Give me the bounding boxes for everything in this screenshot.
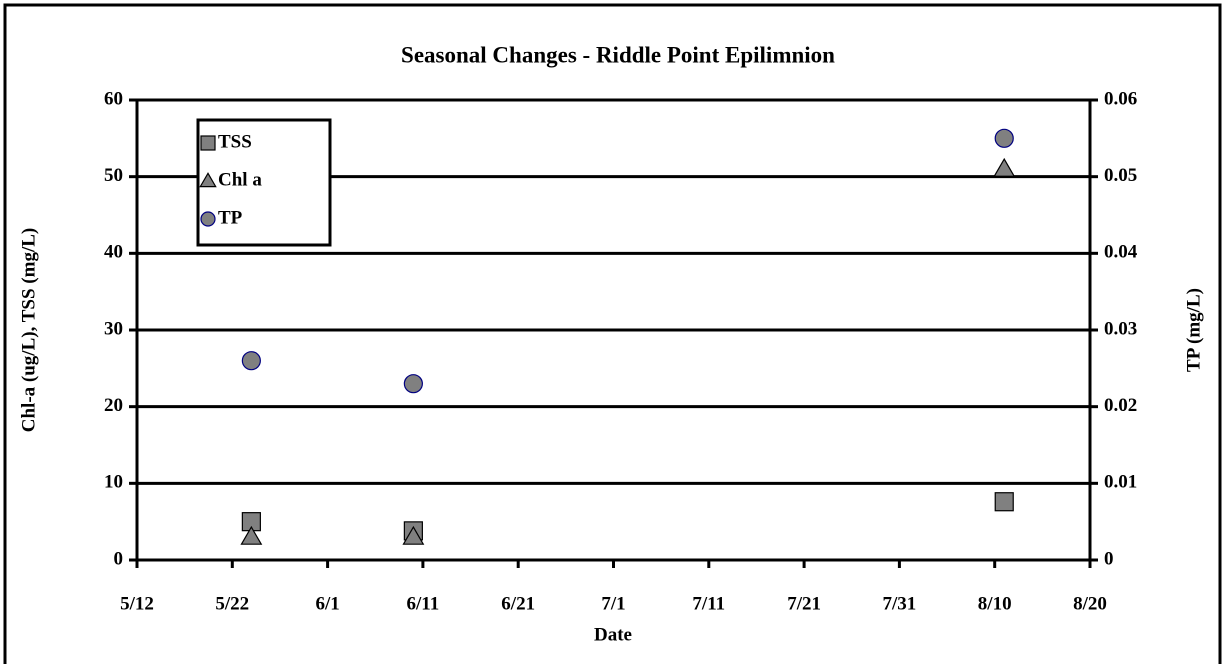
legend-label: TP <box>218 207 243 228</box>
x-tick-label: 7/11 <box>692 593 725 614</box>
y-axis-label: Chl-a (ug/L), TSS (mg/L) <box>18 228 39 432</box>
marker-triangle <box>199 172 217 188</box>
y2-tick-label: 0.05 <box>1104 165 1137 186</box>
x-tick-label: 8/20 <box>1073 593 1107 614</box>
y2-tick-label: 0 <box>1104 548 1114 569</box>
x-tick-label: 6/1 <box>315 593 339 614</box>
chart-frame <box>3 3 1222 664</box>
marker-circle <box>403 374 423 394</box>
y-tick-label: 30 <box>104 318 123 339</box>
y-tick-label: 0 <box>114 548 124 569</box>
x-tick-label: 8/10 <box>978 593 1012 614</box>
x-tick-label: 7/21 <box>787 593 821 614</box>
y2-tick-label: 0.04 <box>1104 242 1138 263</box>
x-tick-label: 6/11 <box>407 593 440 614</box>
y2-tick-label: 0.03 <box>1104 318 1137 339</box>
y2-tick-label: 0.01 <box>1104 472 1137 493</box>
x-tick-label: 7/31 <box>883 593 917 614</box>
legend-label: Chl a <box>218 169 262 190</box>
x-axis-label: Date <box>594 624 632 645</box>
y-tick-label: 10 <box>104 472 123 493</box>
x-tick-label: 5/22 <box>215 593 249 614</box>
x-tick-label: 7/1 <box>601 593 625 614</box>
y2-tick-label: 0.02 <box>1104 395 1137 416</box>
x-tick-label: 5/12 <box>120 593 154 614</box>
y-tick-label: 50 <box>104 165 123 186</box>
legend-box <box>196 118 332 247</box>
marker-triangle <box>993 157 1016 177</box>
marker-circle <box>200 211 216 227</box>
marker-square <box>200 135 216 151</box>
legend-label: TSS <box>218 131 252 152</box>
marker-circle <box>994 128 1014 148</box>
y-tick-label: 60 <box>104 88 123 109</box>
marker-triangle <box>240 525 263 545</box>
marker-circle <box>241 351 261 371</box>
y2-axis-label: TP (mg/L) <box>1183 288 1204 372</box>
y-tick-label: 40 <box>104 242 123 263</box>
y-tick-label: 20 <box>104 395 123 416</box>
marker-triangle <box>402 525 425 545</box>
y2-tick-label: 0.06 <box>1104 88 1137 109</box>
marker-square <box>994 492 1014 512</box>
x-tick-label: 6/21 <box>501 593 535 614</box>
chart-title: Seasonal Changes - Riddle Point Epilimni… <box>401 42 835 67</box>
